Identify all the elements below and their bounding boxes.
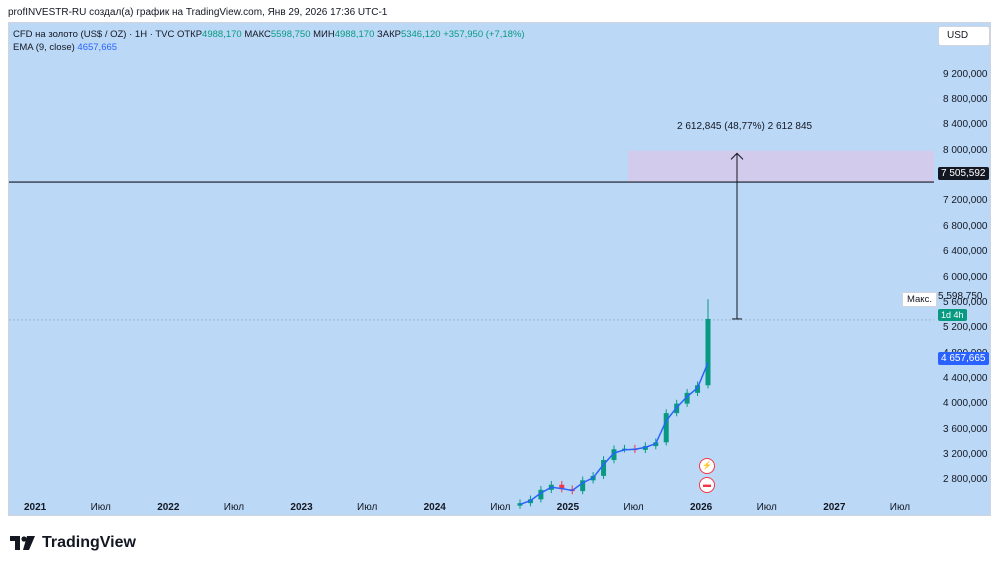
time-tick: Июл xyxy=(90,502,111,513)
price-tick: 4 000,000 xyxy=(943,398,988,410)
measure-label: 2 612,845 (48,77%) 2 612 845 xyxy=(677,121,813,132)
legend-open-label: ОТКР xyxy=(176,29,203,40)
price-tick: 5 200,000 xyxy=(943,322,988,334)
time-tick: Июл xyxy=(223,502,245,513)
tradingview-brand: TradingView xyxy=(42,534,136,551)
price-tick: 7 200,000 xyxy=(943,195,988,207)
time-tick: 2023 xyxy=(290,502,313,513)
legend-ema-value: 4657,665 xyxy=(77,42,118,53)
time-tick: 2025 xyxy=(556,502,580,513)
time-tick: Июл xyxy=(357,502,378,513)
price-tick: 9 200,000 xyxy=(943,68,988,80)
currency-button[interactable]: USD xyxy=(938,26,990,46)
tradingview-logo-icon xyxy=(10,536,35,550)
price-tick: 8 000,000 xyxy=(943,144,988,156)
max-value: 5 598,750 xyxy=(938,291,983,302)
time-tick: 2024 xyxy=(423,502,446,513)
chart-legend: CFD на золото (US$ / OZ) · 1H · TVC ОТКР… xyxy=(13,28,525,54)
legend-ema-label[interactable]: EMA (9, close) xyxy=(13,42,75,53)
time-tick: Июл xyxy=(889,502,911,513)
legend-high-value: 5598,750 xyxy=(270,29,311,40)
chart-area[interactable] xyxy=(8,22,991,516)
legend-open-value: 4988,170 xyxy=(202,29,242,40)
price-tick: 8 800,000 xyxy=(943,94,988,106)
time-tick: Июл xyxy=(756,502,777,513)
time-tick: 2022 xyxy=(157,502,180,513)
price-tick: 3 600,000 xyxy=(943,423,988,435)
time-tick: Июл xyxy=(623,502,644,513)
time-tick: Июл xyxy=(490,502,511,513)
chart-attribution: profINVESTR-RU создал(а) график на Tradi… xyxy=(8,7,388,18)
hline-price-tag: 7 505,592 xyxy=(938,167,989,180)
lightning-event-icon[interactable]: ⚡ xyxy=(699,458,715,474)
price-tick: 8 400,000 xyxy=(943,119,988,131)
legend-low-value: 4988,170 xyxy=(334,29,375,40)
time-tick: 2027 xyxy=(823,502,846,513)
legend-change: +357,950 (+7,18%) xyxy=(443,29,525,40)
price-tick: 4 400,000 xyxy=(943,372,988,384)
legend-close-value: 5346,120 xyxy=(400,29,441,40)
us-flag-event-icon[interactable]: ▬ xyxy=(699,477,715,493)
price-tick: 5 600,000 xyxy=(943,296,988,308)
legend-high-label: МАКС xyxy=(244,29,271,40)
ema-price-tag: 4 657,665 xyxy=(938,352,989,365)
time-tick: 2026 xyxy=(690,502,713,513)
legend-close-label: ЗАКР xyxy=(377,29,401,40)
tradingview-logo: TradingView xyxy=(10,534,136,552)
price-tick: 2 800,000 xyxy=(943,474,988,486)
legend-symbol[interactable]: CFD на золото (US$ / OZ) · 1H · TVC xyxy=(13,29,175,40)
legend-low-label: МИН xyxy=(313,29,335,40)
countdown-tag: 1d 4h xyxy=(938,309,967,321)
price-tick: 6 000,000 xyxy=(943,271,988,283)
price-tick: 3 200,000 xyxy=(943,448,988,460)
time-tick: 2021 xyxy=(24,502,47,513)
price-tick: 6 800,000 xyxy=(943,220,988,232)
max-label: Макс. xyxy=(902,292,937,307)
price-tick: 6 400,000 xyxy=(943,246,988,258)
